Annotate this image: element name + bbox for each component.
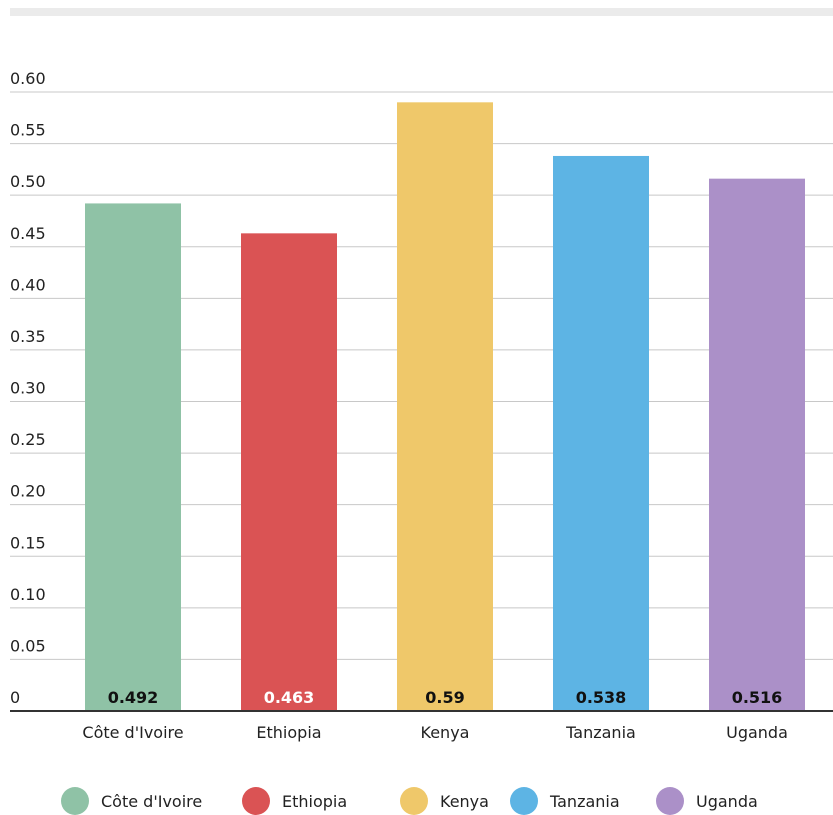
data-labels: 0.492 0.463 0.59 0.538 0.516 — [108, 688, 783, 707]
legend-label: Côte d'Ivoire — [101, 792, 202, 811]
data-label: 0.492 — [108, 688, 159, 707]
y-tick-label: 0.40 — [10, 275, 46, 294]
legend-label: Ethiopia — [282, 792, 347, 811]
x-tick-label: Côte d'Ivoire — [82, 723, 183, 742]
y-tick-label: 0.50 — [10, 172, 46, 191]
legend-label: Tanzania — [549, 792, 620, 811]
y-tick-label: 0 — [10, 688, 20, 707]
y-tick-label: 0.20 — [10, 482, 46, 501]
y-axis-ticks: 0 0.05 0.10 0.15 0.20 0.25 0.30 0.35 0.40 0.45 0.5… — [10, 69, 46, 707]
y-tick-label: 0.30 — [10, 379, 46, 398]
y-tick-label: 0.15 — [10, 533, 46, 552]
bar — [709, 178, 805, 711]
y-tick-label: 0.05 — [10, 636, 46, 655]
y-tick-label: 0.25 — [10, 430, 46, 449]
bar — [397, 102, 493, 712]
bar — [241, 233, 337, 712]
y-tick-label: 0.10 — [10, 585, 46, 604]
x-tick-label: Kenya — [421, 723, 470, 742]
data-label: 0.463 — [264, 688, 315, 707]
legend-marker — [242, 787, 270, 815]
x-tick-label: Uganda — [726, 723, 788, 742]
legend-marker — [400, 787, 428, 815]
bar — [553, 155, 649, 712]
x-tick-label: Tanzania — [565, 723, 636, 742]
legend-marker — [61, 787, 89, 815]
legend-marker — [656, 787, 684, 815]
legend-label: Kenya — [440, 792, 489, 811]
legend-label: Uganda — [696, 792, 758, 811]
y-tick-label: 0.55 — [10, 121, 46, 140]
x-tick-label: Ethiopia — [256, 723, 321, 742]
top-divider — [10, 8, 833, 16]
y-tick-label: 0.35 — [10, 327, 46, 346]
bar — [85, 203, 181, 712]
legend: Côte d'Ivoire Ethiopia Kenya Tanzania Uganda — [61, 787, 758, 815]
legend-marker — [510, 787, 538, 815]
data-label: 0.538 — [576, 688, 627, 707]
data-label: 0.59 — [425, 688, 464, 707]
data-label: 0.516 — [732, 688, 783, 707]
x-axis: Côte d'Ivoire Ethiopia Kenya Tanzania Uganda — [10, 710, 833, 742]
y-tick-label: 0.60 — [10, 69, 46, 88]
y-tick-label: 0.45 — [10, 224, 46, 243]
bars — [85, 102, 805, 712]
